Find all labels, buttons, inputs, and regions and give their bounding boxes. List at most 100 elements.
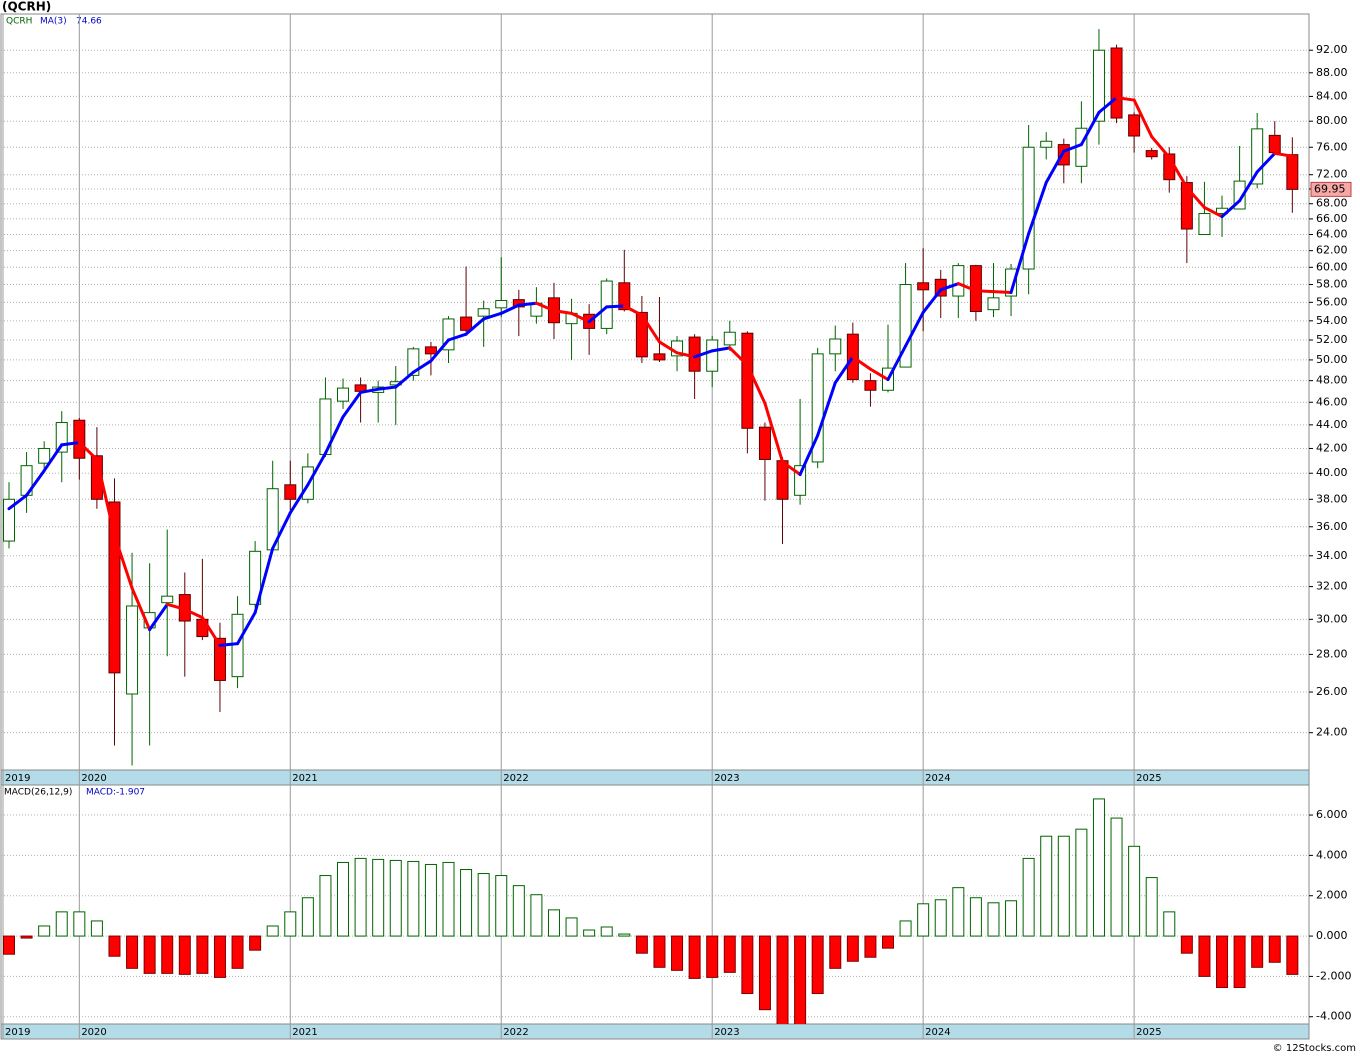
candle-body [337, 387, 350, 402]
ma-line [25, 469, 46, 497]
candle-body [1268, 134, 1281, 154]
macd-bar [249, 935, 262, 951]
y-tick-label: 66.00 [1316, 212, 1348, 225]
macd-bar [635, 935, 648, 954]
ma-line [745, 363, 767, 405]
y-tick-label: 40.00 [1316, 466, 1348, 479]
candle-body [495, 300, 508, 309]
x-tick-label: 2021 [292, 1027, 317, 1038]
macd-bar [477, 873, 490, 937]
y-tick-label: 38.00 [1316, 492, 1348, 505]
candle-body [723, 331, 736, 346]
ma-line [148, 602, 169, 632]
y-tick-label: 92.00 [1316, 43, 1348, 56]
ma-line [798, 433, 820, 477]
ma-line [447, 332, 468, 342]
y-tick-label: 28.00 [1316, 647, 1348, 660]
candle-body [1005, 268, 1018, 297]
candle-body [424, 346, 437, 355]
candle-body [1128, 114, 1141, 137]
ma-line [657, 340, 679, 355]
candle-body [213, 637, 226, 681]
x-tick-label: 2025 [1136, 1027, 1161, 1038]
ma-line [499, 303, 521, 315]
y-tick-label: 46.00 [1316, 395, 1348, 408]
x-tick-label: 2023 [714, 1027, 739, 1038]
candle-body [864, 380, 877, 391]
y-tick-label: 68.00 [1316, 197, 1348, 210]
y-tick-label: 54.00 [1316, 314, 1348, 327]
candle-body [1286, 154, 1299, 190]
macd-bar [934, 899, 947, 937]
candle-body [38, 447, 51, 464]
candle-body [1092, 49, 1105, 122]
y-tick-label: 80.00 [1316, 114, 1348, 127]
ma-line [587, 305, 609, 324]
y-tick-label: 56.00 [1316, 295, 1348, 308]
macd-bar [73, 911, 86, 937]
y-tick-label: -2.000 [1316, 969, 1351, 982]
ma-line [605, 304, 626, 309]
ma-line [956, 282, 978, 293]
y-tick-label: 36.00 [1316, 520, 1348, 533]
x-tick-label: 2024 [925, 1027, 950, 1038]
y-tick-label: -4.000 [1316, 1010, 1351, 1023]
macd-bar [301, 897, 314, 937]
macd-bar [846, 935, 859, 962]
candle-body [794, 465, 807, 496]
y-tick-label: 60.00 [1316, 260, 1348, 273]
macd-bar [90, 920, 103, 937]
macd-title: MACD(26,12,9) [4, 788, 72, 798]
macd-bar [407, 860, 420, 937]
ma-line [640, 313, 661, 344]
macd-bar [671, 935, 684, 971]
ma-line [271, 511, 292, 550]
candle-body [3, 498, 15, 542]
macd-bar [952, 887, 965, 937]
candle-body [108, 501, 121, 674]
macd-bar [741, 935, 754, 995]
candle-body [917, 282, 930, 291]
ma-line [42, 443, 64, 473]
macd-bar [1005, 900, 1018, 937]
ma-line [306, 451, 327, 487]
legend-ma: MA(3) [40, 17, 67, 27]
macd-bar [829, 935, 842, 969]
x-tick-label: 2022 [503, 773, 528, 784]
macd-bar [231, 935, 244, 969]
ma-line [921, 288, 943, 314]
ma-line [323, 415, 345, 455]
ma-line [1150, 135, 1171, 159]
ma-line [482, 311, 503, 321]
macd-bar [882, 935, 894, 949]
macd-bar [354, 857, 367, 937]
ma-line [1202, 205, 1224, 219]
macd-bar [1022, 857, 1035, 937]
ma-line [1044, 149, 1066, 185]
macd-bar [987, 902, 1000, 937]
macd-bar [1180, 935, 1193, 954]
y-tick-label: 64.00 [1316, 228, 1348, 241]
y-tick-label: 34.00 [1316, 549, 1348, 562]
candle-body [1180, 182, 1193, 230]
candle-body [1110, 47, 1123, 119]
ma-line [939, 282, 960, 292]
ma-line [710, 346, 732, 353]
ma-line [1027, 181, 1048, 236]
y-tick-label: 72.00 [1316, 168, 1348, 181]
ma-line [1097, 96, 1119, 114]
candle-body [1040, 140, 1053, 148]
macd-bar [776, 935, 789, 1024]
macd-bar [1198, 935, 1211, 977]
ma-line [95, 457, 116, 537]
macd-bar [389, 859, 402, 937]
macd-bar [917, 903, 930, 937]
y-tick-label: 62.00 [1316, 244, 1348, 257]
macd-bar [688, 935, 701, 979]
candle-body [73, 419, 86, 459]
y-tick-label: 26.00 [1316, 685, 1348, 698]
macd-bar [424, 863, 437, 937]
year-strip [0, 769, 1310, 786]
macd-bar [583, 929, 596, 937]
